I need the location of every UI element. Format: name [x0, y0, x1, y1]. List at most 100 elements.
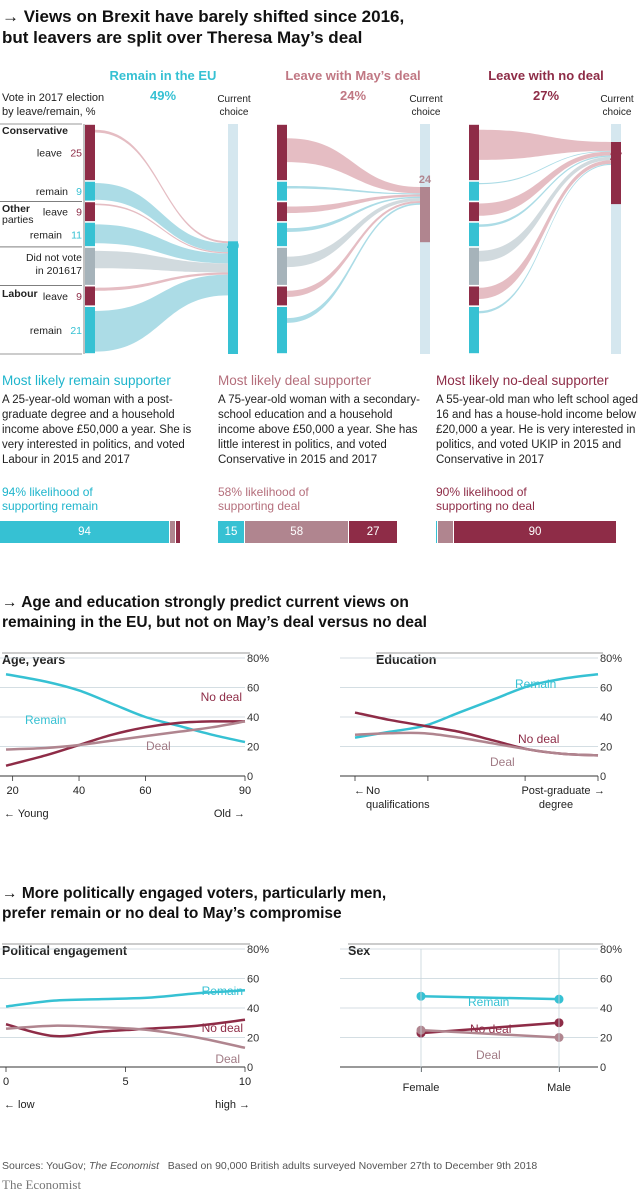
sankey-flow: [95, 250, 228, 273]
likelihood-label: 90% likelihood of supporting no deal: [436, 485, 535, 513]
y-tick-label: 20: [247, 742, 259, 754]
row-value: 11: [71, 229, 82, 241]
row-value: 25: [70, 147, 82, 159]
vote-2017-segment: [85, 247, 95, 285]
current-choice-node: [228, 241, 238, 354]
current-choice-value: 49: [227, 240, 239, 252]
sankey-flow: [479, 163, 611, 314]
series-label-remain: Remain: [515, 677, 556, 691]
arrow-icon: →: [2, 7, 19, 26]
chart-title: Political engagement: [2, 944, 128, 958]
vote-2017-segment: [469, 124, 479, 181]
vote-2017-segment: [277, 247, 287, 285]
series-line-deal: [420, 1028, 560, 1039]
likelihood-bar-segment-deal: 58: [245, 521, 350, 543]
x-axis-note: →: [594, 785, 605, 797]
y-tick-label: 80%: [247, 653, 269, 665]
vote-2017-segment: [469, 202, 479, 222]
vote-2017-segment: [469, 247, 479, 285]
row-label: leave: [43, 207, 68, 219]
vote-2017-segment: [85, 181, 95, 201]
x-tick-label: 0: [3, 1076, 9, 1088]
y-tick-label: 20: [600, 1033, 612, 1045]
series-line-deal: [5, 1024, 246, 1050]
y-tick-label: 60: [247, 974, 259, 986]
panel-percent-deal: 24%: [340, 88, 366, 103]
row-label: leave: [37, 147, 62, 159]
current-choice-label: choice: [220, 107, 249, 118]
sources-note: Sources: YouGov; The Economist Based on …: [2, 1160, 538, 1172]
age-chart: Age, years 0 20 40 60 80% 20 40 60 90 ← Young Old →…: [0, 652, 269, 820]
vote-2017-segment: [469, 222, 479, 247]
series-label-remain: Remain: [202, 984, 243, 998]
series-label-nodeal: No deal: [202, 1021, 243, 1035]
sankey-flow: [95, 182, 228, 253]
y-tick-label: 40: [247, 712, 259, 724]
arrow-icon: →: [2, 885, 18, 902]
vote-2017-segment: [469, 286, 479, 306]
x-tick-label: 5: [122, 1076, 128, 1088]
series-line-remain: [5, 672, 246, 744]
row-label: remain: [36, 186, 68, 198]
likelihood-bar-segment-nodeal: 90: [454, 521, 617, 543]
row-value: 17: [70, 265, 82, 277]
current-choice-label: choice: [412, 107, 441, 118]
vote-2017-segment: [85, 222, 95, 247]
y-tick-label: 0: [247, 1062, 253, 1074]
likelihood-bar-segment-remain: [436, 521, 438, 543]
likelihood-bar-segment-nodeal: 27: [349, 521, 398, 543]
y-tick-label: 0: [247, 771, 253, 783]
x-axis-note: degree: [539, 799, 573, 811]
current-choice-label: Current: [600, 94, 634, 105]
section-3-title: → More politically engaged voters, parti…: [2, 885, 387, 922]
x-axis-note: qualifications: [366, 799, 430, 811]
panel-percent-nodeal: 27%: [533, 88, 559, 103]
y-tick-label: 80%: [247, 944, 269, 956]
panel-title-deal: Leave with May’s deal: [285, 68, 420, 83]
main-title: → Views on Brexit have barely shifted si…: [2, 7, 405, 47]
supporter-card: Most likely no-deal supporter A 55-year-o…: [436, 373, 640, 513]
sankey-flow: [287, 138, 420, 194]
y-tick-label: 20: [247, 1033, 259, 1045]
group-other: Other: [2, 203, 30, 215]
x-tick-label: 10: [239, 1076, 251, 1088]
row-value: 9: [76, 291, 82, 303]
sankey-flow: [479, 151, 611, 216]
current-choice-label: Current: [217, 94, 251, 105]
y-tick-label: 60: [600, 974, 612, 986]
row-label: leave: [43, 291, 68, 303]
x-axis-note: high →: [215, 1099, 250, 1111]
series-label-deal: Deal: [490, 755, 515, 769]
likelihood-bar: 15 58 27: [218, 521, 398, 543]
vote-2017-segment: [277, 181, 287, 201]
supporter-heading: Most likely deal supporter: [218, 373, 372, 388]
arrow-icon: →: [2, 594, 18, 611]
likelihood-bar: 94: [0, 521, 181, 543]
series-label-remain: Remain: [25, 713, 66, 727]
chart-title: Education: [376, 653, 436, 667]
group-labour: Labour: [2, 288, 38, 300]
sankey-flow: [479, 160, 611, 300]
sankey-flow: [287, 194, 420, 214]
y-tick-label: 0: [600, 1062, 606, 1074]
x-tick-label: 40: [73, 785, 85, 797]
panel-title-nodeal: Leave with no deal: [488, 68, 604, 83]
series-line-remain: [354, 672, 599, 739]
likelihood-label: 58% likelihood of supporting deal: [218, 485, 309, 513]
row-label: remain: [30, 229, 62, 241]
x-axis-note: Male: [547, 1082, 571, 1094]
current-choice-bar: [611, 124, 621, 354]
vote-2017-segment: [85, 202, 95, 222]
sankey-flow: [479, 156, 611, 262]
series-label-deal: Deal: [146, 739, 171, 753]
group-in-2016: in 2016: [36, 265, 71, 277]
current-choice-label: choice: [603, 107, 632, 118]
series-line-deal: [5, 720, 246, 751]
supporter-description: A 55-year-old man who left school aged 16…: [436, 394, 639, 466]
x-tick-label: 20: [7, 785, 19, 797]
section-2-title: → Age and education strongly predict cur…: [2, 594, 427, 631]
series-label-remain: Remain: [468, 995, 509, 1009]
x-tick-label: 60: [139, 785, 151, 797]
y-tick-label: 40: [600, 1003, 612, 1015]
